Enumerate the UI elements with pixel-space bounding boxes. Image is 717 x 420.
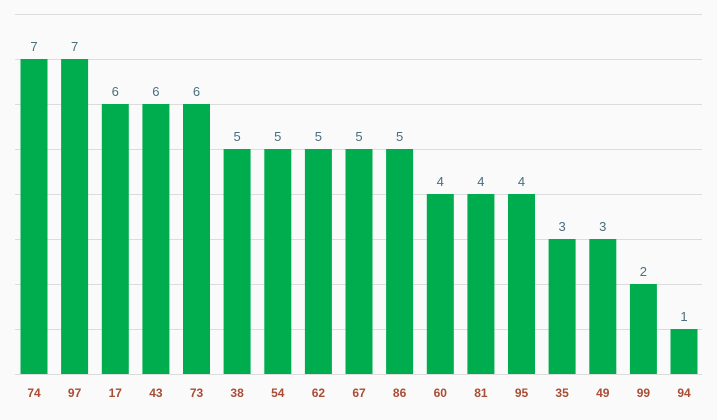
x-tick-label-54: 54 — [271, 386, 285, 400]
value-label-94: 1 — [680, 309, 687, 324]
x-tick-label-17: 17 — [109, 386, 123, 400]
value-label-60: 4 — [437, 174, 444, 189]
value-label-73: 6 — [193, 84, 200, 99]
bar-17 — [101, 104, 129, 374]
x-tick-label-73: 73 — [190, 386, 204, 400]
x-tick-label-43: 43 — [149, 386, 163, 400]
value-label-49: 3 — [599, 219, 606, 234]
bars — [20, 59, 698, 374]
bar-73 — [183, 104, 210, 374]
x-tick-label-38: 38 — [230, 386, 244, 400]
value-label-97: 7 — [71, 39, 78, 54]
bar-94 — [670, 329, 698, 374]
bar-99 — [629, 284, 657, 374]
x-tick-label-35: 35 — [555, 386, 569, 400]
value-label-62: 5 — [315, 129, 322, 144]
x-tick-label-67: 67 — [352, 386, 366, 400]
x-tick-label-60: 60 — [434, 386, 448, 400]
bar-67 — [345, 149, 373, 374]
x-tick-label-99: 99 — [637, 386, 651, 400]
x-tick-label-94: 94 — [677, 386, 691, 400]
value-label-17: 6 — [112, 84, 119, 99]
value-label-99: 2 — [640, 264, 647, 279]
x-tick-label-86: 86 — [393, 386, 407, 400]
value-label-43: 6 — [152, 84, 159, 99]
x-tick-label-62: 62 — [312, 386, 326, 400]
x-tick-label-49: 49 — [596, 386, 610, 400]
value-label-38: 5 — [233, 129, 240, 144]
value-label-67: 5 — [355, 129, 362, 144]
bar-38 — [223, 149, 251, 374]
bar-74 — [20, 59, 48, 374]
x-tick-label-74: 74 — [27, 386, 41, 400]
bar-62 — [304, 149, 332, 374]
x-axis-tick-labels: 74 97 17 43 73 38 54 62 67 86 60 81 95 35 49 99 94 — [27, 386, 691, 400]
value-label-74: 7 — [30, 39, 37, 54]
x-tick-label-81: 81 — [474, 386, 488, 400]
bar-43 — [142, 104, 170, 374]
x-tick-label-95: 95 — [515, 386, 529, 400]
bar-35 — [548, 239, 576, 374]
bar-86 — [386, 149, 414, 374]
bar-95 — [508, 194, 535, 374]
bar-49 — [589, 239, 617, 374]
value-label-35: 3 — [558, 219, 565, 234]
value-label-95: 4 — [518, 174, 525, 189]
value-label-54: 5 — [274, 129, 281, 144]
bar-81 — [467, 194, 495, 374]
x-tick-label-97: 97 — [68, 386, 82, 400]
value-label-81: 4 — [477, 174, 484, 189]
value-label-86: 5 — [396, 129, 403, 144]
bar-97 — [61, 59, 89, 374]
bar-54 — [264, 149, 292, 374]
value-labels: 7 7 6 6 6 5 5 5 5 5 4 4 4 3 3 2 1 — [30, 39, 687, 324]
bar-60 — [426, 194, 454, 374]
